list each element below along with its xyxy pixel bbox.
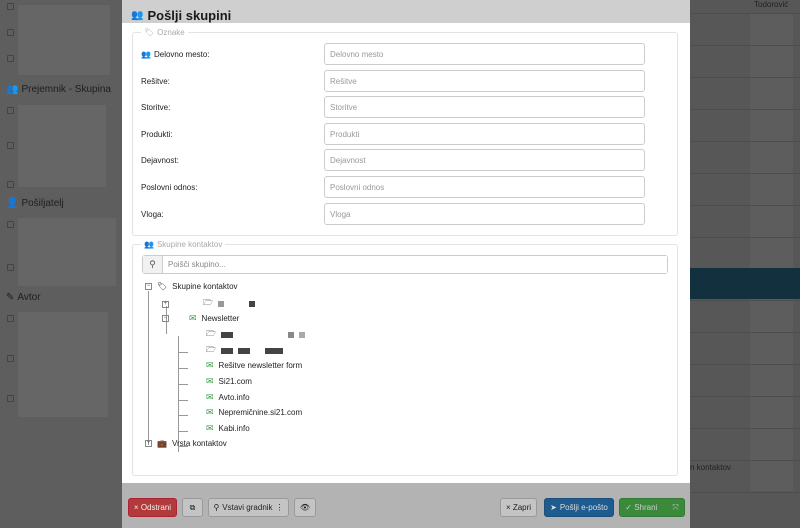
eye-icon: 👁 (299, 503, 311, 512)
collapse-toggle[interactable]: − (162, 315, 169, 322)
copy-button[interactable]: ⧉ (182, 498, 203, 517)
users-icon: 👥 (131, 10, 144, 21)
groups-legend: 👥 Skupine kontaktov (141, 240, 226, 249)
tree-node-resitve-newsletter-form[interactable]: ✉ Rešitve newsletter form (206, 360, 303, 370)
more-vertical-icon: ⋮ (275, 503, 284, 512)
paper-plane-icon: ➤ (550, 503, 557, 512)
selected-row[interactable] (690, 268, 800, 299)
envelope-icon: ✉ (206, 392, 214, 402)
checkbox[interactable] (7, 181, 14, 188)
tree-node-skupine-kontaktov[interactable]: − 🏷 Skupine kontaktov (145, 282, 238, 291)
expand-toggle[interactable]: + (162, 300, 169, 308)
field-vloga: Vloga: (141, 203, 645, 225)
tree-node-avto-info[interactable]: ✉ Avto.info (206, 392, 250, 402)
tree-node-vrsta-kontaktov[interactable]: + 💼 Vrsta kontaktov (145, 439, 227, 448)
checkbox[interactable] (7, 55, 14, 62)
tree-node-redacted[interactable]: + 🗁 (162, 297, 255, 311)
close-button[interactable]: × Zapri (500, 498, 537, 517)
section-prejemnik-skupina: 👥 Prejemnik - Skupina (6, 84, 111, 95)
expand-toggle[interactable]: + (145, 440, 152, 447)
section-posiljatelj: 👤 Pošiljatelj (6, 198, 64, 209)
envelope-icon: ✉ (206, 407, 214, 417)
modal-header: 👥 Pošlji skupini (122, 0, 690, 23)
modal-title: Pošlji skupini (147, 8, 232, 23)
column-header: Todorović (754, 0, 789, 9)
row-text: n kontaktov (690, 463, 731, 472)
tags-fieldset: 🏷Oznake 👥Delovno mesto: Rešitve: Storitv… (132, 28, 678, 236)
save-button[interactable]: ✓ Shrani ⤧ (619, 498, 685, 517)
group-search-input[interactable] (163, 256, 667, 273)
resitve-input[interactable] (324, 70, 645, 92)
envelope-icon: ✉ (206, 376, 214, 386)
field-poslovni-odnos: Poslovni odnos: (141, 176, 645, 198)
users-icon: 👥 (141, 49, 151, 59)
field-produkti: Produkti: (141, 123, 645, 145)
checkbox[interactable] (7, 395, 14, 402)
background-sidebar: 👥 Prejemnik - Skupina 👤 Pošiljatelj ✎ Avtor (0, 0, 122, 528)
folder-open-icon: 🗁 (203, 298, 213, 307)
briefcase-icon: 💼 (157, 439, 167, 448)
insert-block-button[interactable]: ⚲ Vstavi gradnik ⋮ (208, 498, 289, 517)
checkbox[interactable] (7, 355, 14, 362)
contact-groups-fieldset: 👥Skupine kontaktov ⚲ −🏷Skupine kontaktov… (132, 240, 678, 476)
users-icon: 👥 (6, 84, 19, 95)
poslovni-odnos-input[interactable] (324, 176, 645, 198)
checkbox[interactable] (7, 29, 14, 36)
pencil-icon: ✎ (6, 292, 15, 303)
checkbox[interactable] (7, 221, 14, 228)
tree-node-si21[interactable]: ✉ Si21.com (206, 376, 252, 386)
tree-node-redacted[interactable]: 🗁 (206, 344, 283, 358)
field-storitve: Storitve: (141, 96, 645, 118)
dejavnost-input[interactable] (324, 149, 645, 171)
sitemap-icon: ⚲ (213, 503, 220, 512)
folder-open-icon: 🗁 (206, 345, 216, 354)
group-search: ⚲ (142, 255, 668, 274)
checkbox[interactable] (7, 315, 14, 322)
delovno-mesto-input[interactable] (324, 43, 645, 65)
send-email-button[interactable]: ➤ Pošlji e-pošto (544, 498, 614, 517)
users-icon: 👥 (144, 240, 154, 249)
tags-legend: 🏷 Oznake (141, 28, 188, 37)
user-icon: 👤 (6, 198, 19, 209)
section-avtor: ✎ Avtor (6, 292, 41, 303)
vloga-input[interactable] (324, 203, 645, 225)
field-resitve: Rešitve: (141, 70, 645, 92)
checkbox[interactable] (7, 142, 14, 149)
checkbox[interactable] (7, 107, 14, 114)
background-table: Todorović n kontaktov (690, 0, 800, 528)
copy-icon: ⧉ (189, 502, 196, 512)
search-icon[interactable]: ⚲ (143, 256, 163, 273)
folder-open-icon: 🗁 (206, 329, 216, 338)
envelope-icon: ✉ (189, 313, 197, 323)
expand-icon[interactable]: ⤧ (672, 502, 679, 512)
envelope-icon: ✉ (206, 360, 214, 370)
send-to-group-modal: 👥 Pošlji skupini 🏷 Oznake 👥 Delovno mesto:… (122, 0, 690, 528)
storitve-input[interactable] (324, 96, 645, 118)
tag-icon: 🏷 (157, 282, 168, 291)
checkbox[interactable] (7, 264, 14, 271)
produkti-input[interactable] (324, 123, 645, 145)
preview-button[interactable]: 👁 (294, 498, 316, 517)
collapse-toggle[interactable]: − (145, 283, 152, 290)
tag-icon: 🏷 (144, 28, 155, 37)
field-dejavnost: Dejavnost: (141, 149, 645, 171)
field-delovno-mesto: 👥 Delovno mesto: (141, 43, 645, 65)
tree-node-kabi-info[interactable]: ✉ Kabi.info (206, 423, 250, 433)
tree-node-nepremicnine[interactable]: ✉ Nepremičnine.si21.com (206, 407, 303, 417)
checkbox[interactable] (7, 3, 14, 10)
modal-body: 🏷Oznake 👥Delovno mesto: Rešitve: Storitv… (122, 23, 690, 483)
delete-button[interactable]: × Odstrani (128, 498, 177, 517)
tree-node-redacted[interactable]: 🗁 (206, 328, 305, 342)
tree-node-newsletter[interactable]: − ✉ Newsletter (162, 313, 240, 323)
envelope-icon: ✉ (206, 423, 214, 433)
